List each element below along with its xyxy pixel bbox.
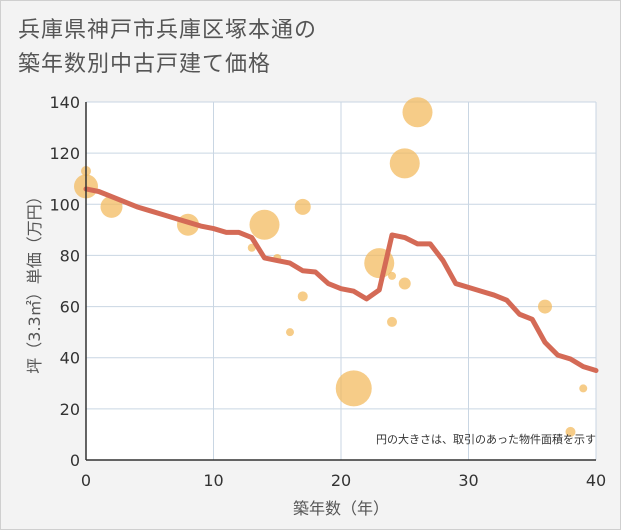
data-bubble (388, 271, 396, 280)
trend-layer (83, 186, 599, 373)
data-bubble (387, 316, 397, 327)
y-tick-label: 20 (60, 400, 80, 419)
data-bubble (579, 384, 588, 393)
chart-title-line1: 兵庫県神戸市兵庫区塚本通の (18, 18, 318, 43)
chart-title: 兵庫県神戸市兵庫区塚本通の 築年数別中古戸建て価格 (18, 14, 317, 82)
x-tick-label: 10 (203, 471, 223, 490)
data-bubble (294, 198, 311, 215)
y-axis-title: 坪（3.3㎡）単価（万円） (25, 188, 44, 373)
data-bubble (286, 328, 294, 337)
axes (85, 102, 596, 461)
data-bubble (538, 299, 552, 314)
data-bubble (389, 148, 420, 179)
chart-title-line2: 築年数別中古戸建て価格 (18, 52, 272, 77)
data-bubble (249, 209, 280, 240)
y-tick-label: 100 (49, 195, 80, 214)
x-tick-label: 40 (586, 471, 606, 490)
tick-labels: 0 20 40 60 80 100 120 140 0 10 20 30 40 (49, 93, 606, 490)
y-tick-label: 0 (70, 451, 80, 470)
data-bubble (402, 97, 433, 128)
data-bubble (335, 370, 372, 407)
data-bubble (398, 277, 411, 290)
data-bubble (565, 426, 576, 437)
y-tick-label: 40 (60, 349, 80, 368)
x-tick-label: 0 (81, 471, 91, 490)
y-tick-label: 60 (60, 298, 80, 317)
data-bubble (297, 291, 308, 302)
x-tick-label: 30 (458, 471, 478, 490)
y-tick-label: 80 (60, 246, 80, 265)
y-tick-label: 140 (49, 93, 80, 112)
data-bubble (247, 243, 256, 252)
size-legend-note: 円の大きさは、取引のあった物件面積を示す (376, 432, 596, 446)
x-tick-label: 20 (331, 471, 351, 490)
trend-line (83, 186, 599, 373)
y-tick-label: 120 (49, 144, 80, 163)
x-axis-title: 築年数（年） (293, 499, 389, 518)
